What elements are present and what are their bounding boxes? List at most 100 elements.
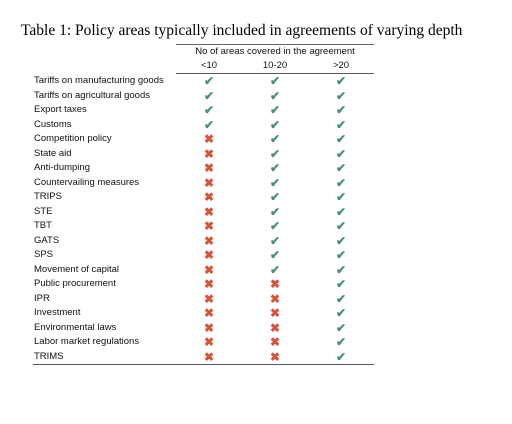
checkmark-icon: ✔ bbox=[269, 117, 281, 132]
mark-cell: ✔ bbox=[242, 103, 308, 118]
mark-cell: ✔ bbox=[308, 103, 374, 118]
checkmark-icon: ✔ bbox=[203, 74, 215, 88]
checkmark-icon: ✔ bbox=[203, 88, 215, 103]
row-label: TRIMS bbox=[33, 349, 176, 365]
policy-table-container: No of areas covered in the agreement <10… bbox=[33, 44, 375, 365]
cross-icon: ✖ bbox=[203, 277, 215, 291]
checkmark-icon: ✔ bbox=[269, 248, 281, 262]
checkmark-icon: ✔ bbox=[335, 103, 347, 117]
column-header: <10 bbox=[176, 59, 242, 74]
mark-cell: ✔ bbox=[308, 147, 374, 162]
row-label: Tariffs on manufacturing goods bbox=[34, 74, 164, 86]
checkmark-icon: ✔ bbox=[335, 277, 347, 291]
table-row: Export taxes ✔ ✔ ✔ bbox=[33, 103, 374, 118]
mark-cell: ✖ bbox=[242, 306, 308, 321]
mark-cell: ✔ bbox=[242, 89, 308, 104]
checkmark-icon: ✔ bbox=[335, 132, 347, 146]
mark-cell: ✖ bbox=[242, 335, 308, 350]
checkmark-icon: ✔ bbox=[335, 248, 347, 262]
mark-cell: ✔ bbox=[176, 118, 242, 133]
header-group-label: No of areas covered in the agreement bbox=[176, 44, 375, 59]
row-label: Environmental laws bbox=[34, 321, 117, 333]
checkmark-icon: ✔ bbox=[335, 146, 347, 161]
mark-cell: ✖ bbox=[176, 349, 242, 365]
mark-cell: ✔ bbox=[176, 74, 242, 89]
checkmark-icon: ✔ bbox=[269, 190, 281, 204]
checkmark-icon: ✔ bbox=[335, 175, 347, 190]
table-row: TRIMS ✖ ✖ ✔ bbox=[33, 349, 375, 365]
table-row: State aid ✖ ✔ ✔ bbox=[33, 147, 374, 162]
checkmark-icon: ✔ bbox=[269, 204, 281, 219]
mark-cell: ✔ bbox=[308, 248, 374, 263]
table-row: STE ✖ ✔ ✔ bbox=[33, 205, 374, 220]
checkmark-icon: ✔ bbox=[335, 306, 347, 320]
table-row: SPS ✖ ✔ ✔ bbox=[33, 248, 374, 263]
mark-cell: ✔ bbox=[242, 205, 308, 220]
mark-cell: ✔ bbox=[308, 349, 375, 365]
checkmark-icon: ✔ bbox=[335, 349, 347, 364]
table-title: Table 1: Policy areas typically included… bbox=[21, 22, 463, 39]
cross-icon: ✖ bbox=[203, 175, 215, 190]
cross-icon: ✖ bbox=[203, 132, 215, 146]
mark-cell: ✔ bbox=[242, 234, 308, 249]
mark-cell: ✔ bbox=[242, 74, 308, 89]
cross-icon: ✖ bbox=[203, 291, 215, 306]
mark-cell: ✔ bbox=[308, 234, 374, 249]
checkmark-icon: ✔ bbox=[335, 335, 347, 349]
mark-cell: ✖ bbox=[176, 248, 242, 263]
checkmark-icon: ✔ bbox=[269, 88, 281, 103]
table-row: TRIPS ✖ ✔ ✔ bbox=[33, 190, 374, 205]
mark-cell: ✔ bbox=[308, 335, 374, 350]
mark-cell: ✔ bbox=[308, 277, 374, 292]
mark-cell: ✖ bbox=[176, 292, 242, 307]
mark-cell: ✔ bbox=[308, 263, 374, 278]
table-row: Movement of capital ✖ ✔ ✔ bbox=[33, 263, 374, 278]
checkmark-icon: ✔ bbox=[335, 291, 347, 306]
mark-cell: ✖ bbox=[242, 277, 308, 292]
cross-icon: ✖ bbox=[203, 248, 215, 262]
cross-icon: ✖ bbox=[269, 306, 281, 320]
checkmark-icon: ✔ bbox=[269, 146, 281, 161]
mark-cell: ✔ bbox=[308, 205, 374, 220]
cross-icon: ✖ bbox=[203, 262, 215, 277]
checkmark-icon: ✔ bbox=[335, 161, 347, 175]
table-header: No of areas covered in the agreement <10… bbox=[33, 44, 375, 74]
row-label: SPS bbox=[34, 249, 54, 260]
cross-icon: ✖ bbox=[203, 320, 215, 335]
row-label: Countervailing measures bbox=[34, 176, 140, 188]
mark-cell: ✔ bbox=[242, 190, 308, 205]
cross-icon: ✖ bbox=[203, 349, 215, 364]
mark-cell: ✖ bbox=[242, 349, 308, 365]
cross-icon: ✖ bbox=[269, 320, 281, 335]
mark-cell: ✔ bbox=[308, 118, 374, 133]
cross-icon: ✖ bbox=[203, 190, 215, 204]
checkmark-icon: ✔ bbox=[269, 132, 281, 146]
header-group-row: No of areas covered in the agreement bbox=[33, 44, 375, 59]
mark-cell: ✔ bbox=[308, 74, 374, 89]
cross-icon: ✖ bbox=[269, 277, 281, 291]
table-row: Customs ✔ ✔ ✔ bbox=[33, 118, 374, 133]
mark-cell: ✔ bbox=[176, 103, 242, 118]
table-row: Investment ✖ ✖ ✔ bbox=[33, 306, 374, 321]
row-label: STE bbox=[34, 205, 53, 217]
mark-cell: ✔ bbox=[242, 176, 308, 191]
mark-cell: ✖ bbox=[176, 335, 242, 350]
mark-cell: ✔ bbox=[308, 219, 374, 234]
checkmark-icon: ✔ bbox=[335, 74, 347, 88]
row-label: State aid bbox=[34, 147, 72, 159]
checkmark-icon: ✔ bbox=[203, 103, 215, 117]
row-label: TRIPS bbox=[34, 191, 62, 202]
mark-cell: ✔ bbox=[308, 306, 374, 321]
checkmark-icon: ✔ bbox=[269, 175, 281, 190]
table-row: TBT ✖ ✔ ✔ bbox=[33, 219, 374, 234]
checkmark-icon: ✔ bbox=[335, 190, 347, 204]
cross-icon: ✖ bbox=[269, 349, 281, 364]
checkmark-icon: ✔ bbox=[335, 233, 347, 248]
cross-icon: ✖ bbox=[269, 335, 281, 349]
checkmark-icon: ✔ bbox=[335, 262, 347, 277]
cross-icon: ✖ bbox=[203, 233, 215, 248]
mark-cell: ✖ bbox=[176, 176, 242, 191]
mark-cell: ✔ bbox=[308, 89, 374, 104]
row-label: Labor market regulations bbox=[34, 336, 140, 347]
